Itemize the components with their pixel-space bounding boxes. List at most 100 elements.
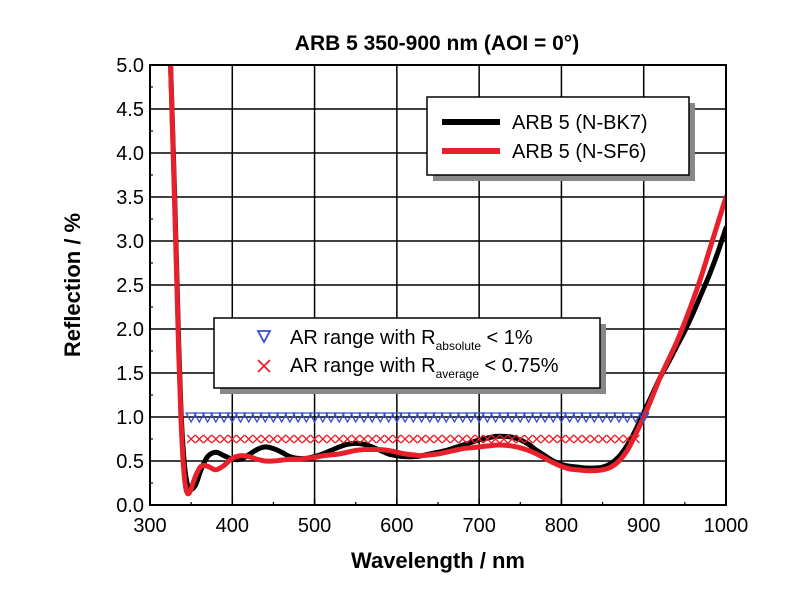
marker-triangle [621,412,634,424]
marker-triangle [283,412,296,424]
marker-x [515,434,525,444]
marker-x [532,434,542,444]
marker-triangle [547,412,560,424]
marker-triangle [522,412,535,424]
marker-triangle [415,412,428,424]
marker-x [449,434,459,444]
marker-triangle [489,412,502,424]
marker-x [343,434,352,444]
marker-x [425,434,435,444]
x-tick-label: 500 [298,515,331,537]
marker-triangle [431,412,445,424]
marker-triangle [259,412,272,424]
marker-x [293,434,303,444]
marker-triangle [349,412,362,424]
marker-x [310,434,320,444]
marker-triangle [324,412,338,424]
marker-x [260,434,270,444]
marker-x [573,434,583,444]
x-tick-label: 900 [627,515,660,537]
marker-legend-label-absolute: AR range with Rabsolute < 1% [290,327,533,353]
marker-triangle [382,412,395,424]
marker-x [466,434,476,444]
marker-triangle [481,412,494,424]
marker-triangle [250,412,264,424]
x-tick-label: 600 [380,515,413,537]
y-tick-label: 0.0 [116,495,144,517]
marker-x [384,434,394,444]
marker-triangle [407,412,420,424]
x-tick-label: 800 [545,515,578,537]
marker-x [540,434,550,444]
marker-x [482,434,492,444]
marker-triangle [201,412,214,424]
marker-x [400,434,410,444]
marker-triangle [193,412,206,424]
series-legend: ARB 5 (N-BK7) ARB 5 (N-SF6) [426,96,695,181]
marker-triangle [275,412,288,424]
marker-x [581,434,591,444]
marker-triangle [390,412,403,424]
marker-triangle [333,412,346,424]
marker-triangle [580,412,593,424]
marker-x [589,434,599,444]
marker-x [203,434,213,444]
marker-triangle [538,412,552,424]
marker-triangle [300,412,313,424]
marker-x [548,434,558,444]
legend-label-nbk7: ARB 5 (N-BK7) [512,112,648,134]
marker-x [524,434,533,444]
marker-triangle [423,412,436,424]
y-tick-label: 4.5 [116,99,144,121]
marker-x [499,434,509,444]
y-tick-label: 1.0 [116,407,144,429]
marker-triangle [308,412,321,424]
marker-triangle [505,412,519,424]
marker-x [326,434,336,444]
marker-triangle [563,412,576,424]
marker-x [186,434,196,444]
marker-triangle [514,412,527,424]
x-axis-title: Wavelength / nm [351,548,525,573]
marker-x [614,434,624,444]
marker-x [491,434,501,444]
marker-x [598,434,608,444]
x-tick-label: 400 [216,515,249,537]
x-tick-label: 1000 [704,515,749,537]
marker-triangle [530,412,543,424]
marker-triangle [555,412,568,424]
y-tick-label: 4.0 [116,143,144,165]
marker-x [211,434,221,444]
marker-triangle [357,412,371,424]
marker-x [277,434,287,444]
marker-x [351,434,361,444]
marker-x [441,434,451,444]
marker-triangle [629,412,642,424]
marker-triangle [571,412,584,424]
marker-triangle [456,412,469,424]
marker-triangle [612,412,626,424]
marker-triangle [440,412,453,424]
marker-triangle [637,412,650,424]
marker-legend-label-average: AR range with Raverage < 0.75% [290,355,559,381]
marker-triangle [217,412,231,424]
marker-x [219,434,229,444]
series-line-nsf6 [168,65,726,497]
marker-triangle [604,412,617,424]
marker-x [392,434,402,444]
marker-x [236,434,245,444]
plot-area [168,65,726,497]
marker-x [507,434,517,444]
marker-triangle [464,412,478,424]
marker-x [285,434,295,444]
marker-x [334,434,344,444]
chart-title: ARB 5 350-900 nm (AOI = 0°) [295,32,579,55]
marker-x [194,434,204,444]
marker-triangle [341,412,354,424]
marker-x [565,434,575,444]
marker-triangle [374,412,387,424]
marker-x [252,434,262,444]
marker-legend-box [213,317,601,389]
marker-triangle [267,412,280,424]
marker-triangle [497,412,510,424]
